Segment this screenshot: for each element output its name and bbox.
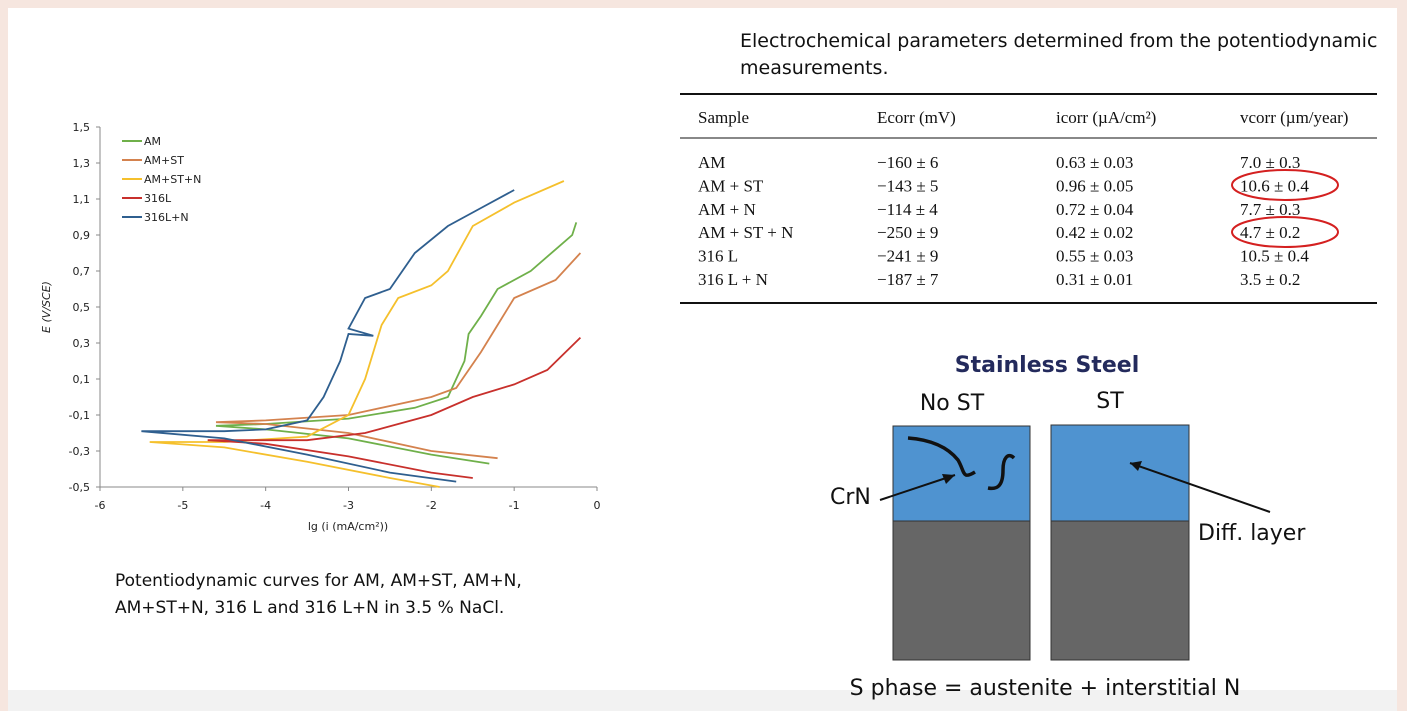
y-tick-label: 1,3	[73, 157, 91, 170]
y-tick-label: 0,7	[73, 265, 91, 278]
x-tick-label: -2	[426, 499, 437, 512]
diagram-title: Stainless Steel	[955, 353, 1139, 378]
x-tick-label: -1	[509, 499, 520, 512]
diagram-label: Diff. layer	[1198, 521, 1306, 546]
series-line	[208, 338, 581, 478]
table-cell: −160 ± 6	[877, 153, 938, 172]
table-cell: −241 ± 9	[877, 247, 938, 266]
legend-label: 316L+N	[144, 211, 189, 224]
y-axis-label: E (V/SCE)	[40, 281, 53, 333]
table-cell: 0.42 ± 0.02	[1056, 223, 1133, 242]
caption: Potentiodynamic curves for AM, AM+ST, AM…	[115, 568, 585, 622]
table-header: Sample	[698, 108, 749, 127]
x-tick-label: -4	[260, 499, 271, 512]
x-tick-label: -6	[95, 499, 106, 512]
table-cell: 316 L	[698, 247, 738, 266]
y-tick-label: 1,5	[73, 121, 91, 134]
st-substrate	[1051, 521, 1189, 660]
table-cell: 0.31 ± 0.01	[1056, 270, 1133, 289]
table-cell: −114 ± 4	[877, 200, 938, 219]
table-header: vcorr (µm/year)	[1240, 108, 1348, 127]
table-cell: −143 ± 5	[877, 176, 938, 195]
series-line	[216, 222, 576, 463]
legend-label: AM	[144, 135, 161, 148]
diagram-footer: S phase = austenite + interstitial N	[850, 676, 1241, 701]
diagram-label: CrN	[830, 485, 871, 510]
y-tick-label: 0,9	[73, 229, 91, 242]
x-tick-label: 0	[594, 499, 601, 512]
table-cell: 10.6 ± 0.4	[1240, 176, 1309, 195]
table-cell: 7.0 ± 0.3	[1240, 153, 1300, 172]
table-header: Ecorr (mV)	[877, 108, 956, 127]
x-axis-label: lg (i (mA/cm²))	[308, 520, 388, 533]
table-cell: 7.7 ± 0.3	[1240, 200, 1300, 219]
legend-label: AM+ST	[144, 154, 184, 167]
y-tick-label: 0,1	[73, 373, 91, 386]
table-cell: 0.55 ± 0.03	[1056, 247, 1133, 266]
table-cell: −250 ± 9	[877, 223, 938, 242]
no-st-substrate	[893, 521, 1030, 660]
x-tick-label: -5	[177, 499, 188, 512]
table-cell: 0.72 ± 0.04	[1056, 200, 1134, 219]
table-cell: 0.63 ± 0.03	[1056, 153, 1133, 172]
table-cell: AM + ST	[698, 176, 764, 195]
table-cell: AM + ST + N	[698, 223, 793, 242]
y-tick-label: -0,1	[69, 409, 90, 422]
diagram-label: No ST	[920, 391, 985, 416]
table-cell: AM + N	[698, 200, 756, 219]
table-cell: 10.5 ± 0.4	[1240, 247, 1309, 266]
table-header: icorr (µA/cm²)	[1056, 108, 1156, 127]
y-tick-label: -0,3	[69, 445, 90, 458]
table-cell: 0.96 ± 0.05	[1056, 176, 1133, 195]
y-tick-label: 1,1	[73, 193, 91, 206]
st-layer	[1051, 425, 1189, 521]
table-cell: −187 ± 7	[877, 270, 939, 289]
page: Stainless Steel No ST ST CrN Diff. layer…	[0, 0, 1407, 711]
x-tick-label: -3	[343, 499, 354, 512]
table-cell: 316 L + N	[698, 270, 768, 289]
y-tick-label: -0,5	[69, 481, 90, 494]
table-cell: 3.5 ± 0.2	[1240, 270, 1300, 289]
table-cell: 4.7 ± 0.2	[1240, 223, 1300, 242]
table-cell: AM	[698, 153, 725, 172]
diagram-label: ST	[1096, 389, 1124, 414]
legend-label: 316L	[144, 192, 172, 205]
table-title: Electrochemical parameters determined fr…	[740, 28, 1380, 82]
legend-label: AM+ST+N	[144, 173, 201, 186]
y-tick-label: 0,3	[73, 337, 91, 350]
y-tick-label: 0,5	[73, 301, 91, 314]
